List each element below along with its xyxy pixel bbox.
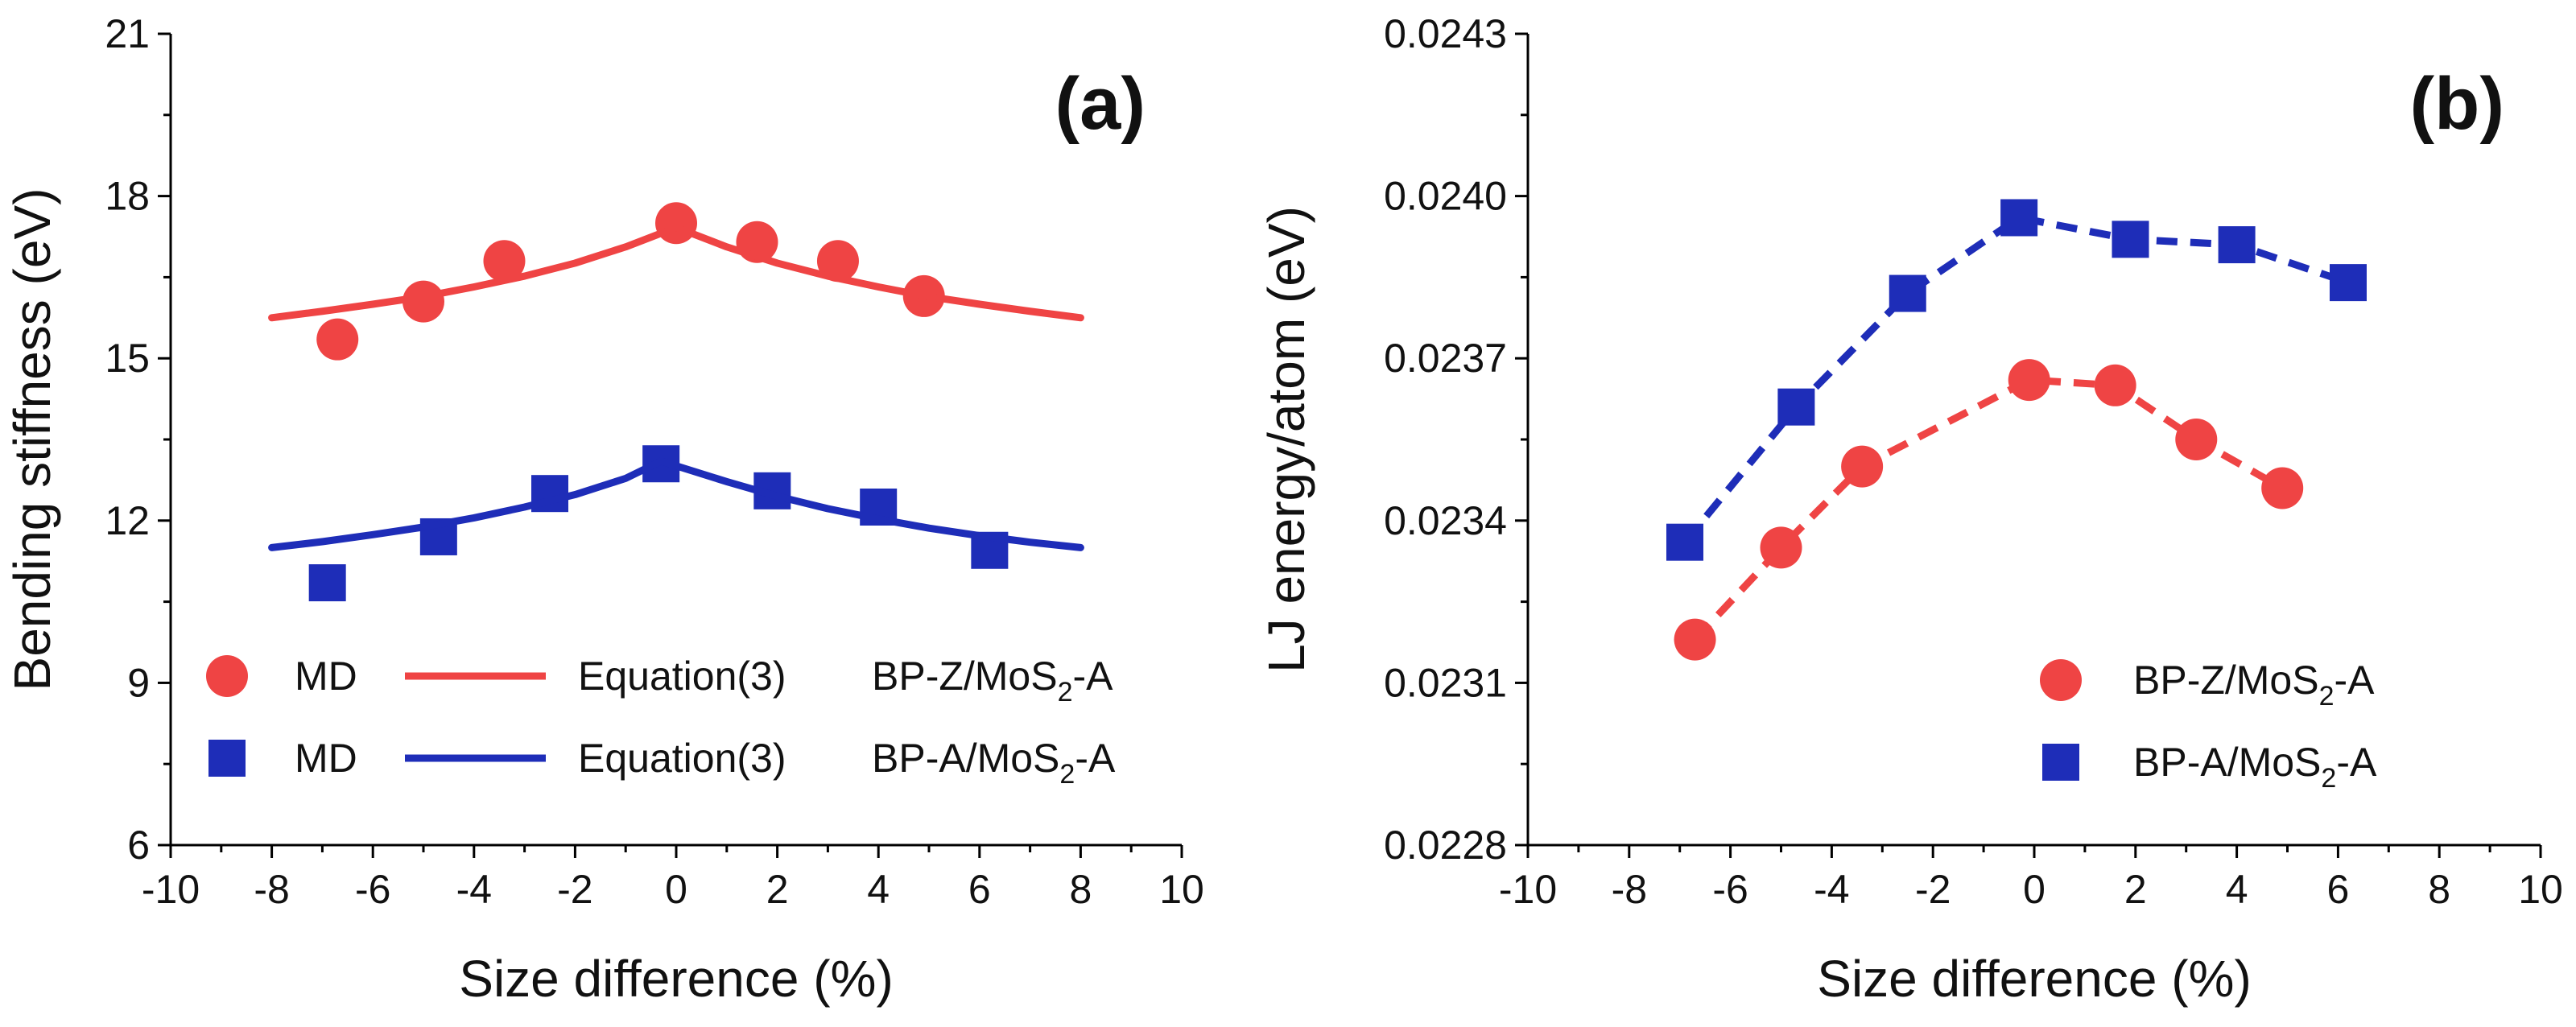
panel-b-y-tick-label: 0.0228	[1384, 823, 1507, 868]
panel-b-x-tick-label: 10	[2518, 867, 2563, 912]
panel-a-legend-entry-1-group-suffix: -A	[1075, 736, 1116, 781]
panel-a-y-tick-label: 15	[105, 336, 150, 381]
panel-b-panel-label: (b)	[2410, 63, 2504, 145]
panel-a-chart: -10 -8 -6 -4 -2 0 2 4 6 8 10 6 9 12 15 18 21 Size differe…	[3, 11, 1204, 1008]
panel-a-x-tick-label: 4	[867, 867, 890, 912]
panel-a-x-tick-label: 0	[665, 867, 687, 912]
panel-a-x-tick-label: 2	[766, 867, 789, 912]
panel-b-series-0-point	[1760, 526, 1802, 569]
panel-a-x-tick-label: -2	[557, 867, 592, 912]
panel-b-series-0-point	[2008, 359, 2050, 402]
panel-b-legend-entry-1-marker	[2042, 744, 2079, 781]
panel-a-y-tick-label: 6	[127, 823, 150, 868]
panel-a-legend-entry-0-marker	[206, 655, 248, 697]
panel-b-legend-entry-1-label-sub: 2	[2321, 763, 2336, 794]
panel-b-legend-entry-0-marker	[2040, 659, 2082, 701]
panel-b-x-tick-label: 6	[2326, 867, 2349, 912]
panel-b-series-0-point	[2175, 419, 2218, 460]
panel-b-series-0-point	[2094, 364, 2136, 406]
panel-b-x-tick-label: -2	[1915, 867, 1951, 912]
panel-b-y-tick-label: 0.0240	[1384, 174, 1507, 219]
panel-a-x-tick-label: 8	[1069, 867, 1092, 912]
panel-a-legend-entry-1-marker-label: MD	[295, 736, 357, 781]
panel-a-x-axis-title: Size difference (%)	[459, 950, 894, 1008]
panel-b-x-tick-label: 0	[2023, 867, 2046, 912]
panel-b-series-0-point	[1841, 445, 1884, 488]
panel-a-x-tick-label: -10	[142, 867, 200, 912]
panel-b-y-tick-label: 0.0243	[1384, 11, 1507, 56]
panel-b-legend-entry-1-label: BP-A/MoS2-A	[2133, 740, 2377, 794]
panel-a-series-0-point	[816, 240, 859, 283]
panel-b-legend-entry-0-label-suffix: -A	[2334, 658, 2376, 703]
panel-a-x-tick-label: -8	[254, 867, 289, 912]
panel-a-legend-entry-0-group-label: BP-Z/MoS2-A	[872, 654, 1113, 707]
panel-a-legend-entry-1-line-label: Equation(3)	[578, 736, 786, 781]
panel-a-legend-entry-0-marker-label: MD	[295, 654, 357, 699]
panel-a-series-1-line	[268, 224, 1084, 322]
panel-b-legend-entry-0-label: BP-Z/MoS2-A	[2133, 658, 2375, 711]
panel-b-series-1-point	[1666, 523, 1703, 561]
panel-a-legend-entry-0-line-label: Equation(3)	[578, 654, 786, 699]
panel-b-x-tick-label: 4	[2226, 867, 2248, 912]
panel-a-legend-entry-0-group-suffix: -A	[1073, 654, 1114, 699]
panel-a-y-axis-title: Bending stiffness (eV)	[3, 188, 61, 691]
panel-a-series-0-point	[316, 318, 359, 361]
panel-b-x-tick-label: -6	[1712, 867, 1748, 912]
panel-a-y-tick-label: 12	[105, 498, 150, 543]
panel-b-x-tick-label: -8	[1612, 867, 1647, 912]
panel-a-x-tick-label: 6	[968, 867, 991, 912]
panel-a-y-tick-label: 21	[105, 11, 150, 56]
panel-b-series-0-point	[2261, 467, 2304, 509]
panel-a-series-0-point	[483, 240, 526, 283]
panel-b-y-tick-label: 0.0237	[1384, 336, 1507, 381]
panel-a-series-3-line	[268, 457, 1084, 551]
panel-b-x-tick-label: 8	[2428, 867, 2450, 912]
panel-b-x-tick-label: 2	[2124, 867, 2147, 912]
panel-b-legend-entry-1-label-suffix: -A	[2336, 740, 2377, 785]
panel-a-series-2-point	[308, 564, 346, 602]
panel-b-y-axis-title: LJ energy/atom (eV)	[1257, 206, 1315, 673]
panel-b-series-0-point	[1674, 618, 1716, 661]
panel-a-x-tick-label: -6	[355, 867, 390, 912]
panel-a-legend-entry-1-marker	[208, 740, 246, 777]
panel-a-panel-label: (a)	[1055, 63, 1146, 145]
panel-a-y-tick-label: 9	[127, 660, 150, 705]
panel-b-series-1-point	[2218, 226, 2256, 264]
panel-b-x-axis-title: Size difference (%)	[1817, 950, 2252, 1008]
panel-b-series-1-point	[1777, 388, 1815, 426]
panel-b-series-1-point	[2112, 221, 2149, 258]
panel-a-legend-entry-0-group-sub: 2	[1058, 677, 1073, 707]
panel-b-series-1-point	[2329, 264, 2367, 302]
panel-b-x-tick-label: -4	[1814, 867, 1849, 912]
panel-b-y-tick-label: 0.0234	[1384, 498, 1507, 543]
panel-b-legend-entry-0-label-sub: 2	[2319, 681, 2334, 711]
panel-b-x-tick-label: -10	[1499, 867, 1557, 912]
panel-a-legend-entry-1-group-label: BP-A/MoS2-A	[872, 736, 1116, 790]
panel-b-chart: -10 -8 -6 -4 -2 0 2 4 6 8 10 0.0228 0.0231 0.0234 0.02…	[1257, 11, 2563, 1008]
panel-b-series-1-point	[2000, 199, 2038, 237]
panel-a-y-tick-label: 18	[105, 174, 150, 219]
panel-a-x-tick-label: 10	[1159, 867, 1204, 912]
panel-a-series-0-point	[655, 202, 697, 245]
panel-b-y-tick-label: 0.0231	[1384, 660, 1507, 705]
panel-a-x-tick-label: -4	[456, 867, 492, 912]
panel-b-series-1-point	[1889, 274, 1926, 312]
panel-a-legend-entry-1-group-sub: 2	[1059, 759, 1075, 790]
